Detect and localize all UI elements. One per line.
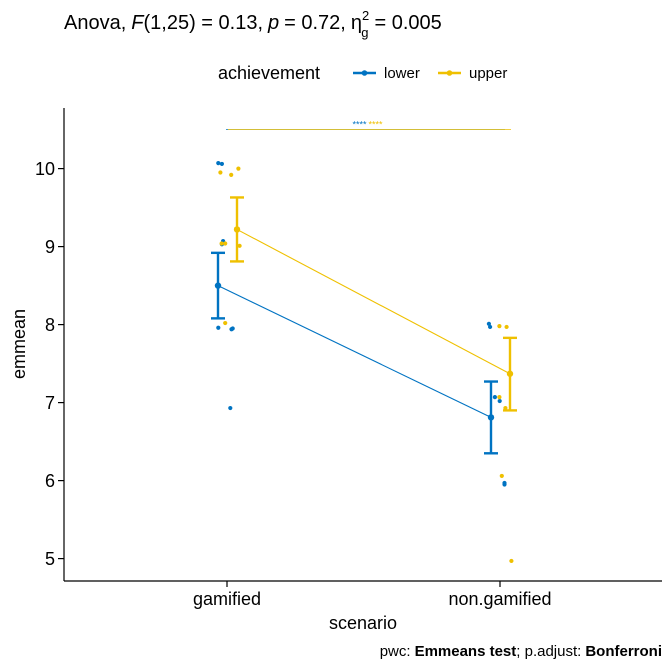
x-ticks: gamified non.gamified (193, 581, 552, 609)
significance-label-upper: **** (368, 120, 383, 130)
y-tick-label: 6 (45, 471, 55, 491)
x-axis-label: scenario (329, 613, 397, 633)
significance-label-lower: **** (352, 120, 367, 130)
legend-label-lower: lower (384, 65, 420, 82)
data-point-upper (504, 324, 509, 330)
chart-title: Anova, F(1,25) = 0.13, p = 0.72, η2 g = 0.005 (64, 8, 442, 40)
title-p-name: p (267, 12, 279, 34)
legend-item-upper: upper (438, 65, 507, 82)
data-point-upper (223, 241, 228, 246)
title-eta-sub: g (361, 25, 368, 40)
title-p-value: = 0.72, (284, 12, 346, 34)
legend: achievement lower upper (218, 63, 507, 83)
y-axis-label: emmean (9, 309, 29, 379)
data-point-lower (229, 327, 234, 332)
legend-point-lower (361, 70, 368, 76)
data-point-lower (216, 161, 221, 166)
data-point-lower (492, 395, 497, 400)
title-stat-df: (1,25) = 0.13, (143, 12, 263, 34)
data-point-upper (497, 324, 502, 329)
data-point-lower (216, 325, 221, 330)
data-point-lower (502, 482, 507, 487)
mean-point-upper (506, 370, 514, 377)
data-point-lower (228, 405, 233, 411)
legend-label-upper: upper (469, 65, 507, 82)
mean-line-upper (236, 228, 511, 375)
title-stat-name: F (131, 12, 145, 34)
y-ticks: 5 6 7 8 9 10 (35, 159, 64, 569)
data-point-upper (219, 241, 224, 246)
title-eta-name: η (351, 12, 362, 34)
legend-point-upper (446, 70, 453, 76)
data-point-upper (237, 243, 242, 248)
y-tick-label: 8 (45, 315, 55, 335)
title-eta-value: = 0.005 (374, 12, 441, 34)
data-point-lower (497, 398, 502, 404)
caption-pwc-method: Emmeans test (415, 643, 517, 660)
mean-point-upper (233, 226, 241, 233)
y-tick-label: 5 (45, 549, 55, 569)
data-point-upper (509, 558, 514, 564)
y-tick-label: 7 (45, 393, 55, 413)
data-point-lower (488, 324, 493, 330)
data-point-lower (219, 161, 224, 167)
legend-title: achievement (218, 63, 320, 83)
mean-point-lower (487, 414, 495, 421)
data-point-upper (229, 172, 234, 177)
mean-line-lower (217, 285, 492, 418)
data-point-upper (499, 473, 504, 479)
caption-adjust-label: ; p.adjust: (516, 643, 581, 660)
data-point-upper (497, 395, 502, 400)
plot-area: **** **** (211, 120, 517, 564)
caption-pwc-label: pwc: (380, 643, 411, 660)
caption: pwc: Emmeans test; p.adjust: Bonferroni (380, 643, 662, 660)
x-tick-label: gamified (193, 589, 261, 609)
y-tick-label: 10 (35, 159, 55, 179)
data-point-upper (503, 405, 508, 411)
legend-item-lower: lower (353, 65, 420, 82)
x-tick-label: non.gamified (448, 589, 551, 609)
title-eta-sup: 2 (362, 8, 369, 23)
data-point-upper (236, 166, 241, 171)
caption-adjust-method: Bonferroni (585, 643, 662, 660)
y-tick-label: 9 (45, 237, 55, 257)
mean-point-lower (214, 282, 222, 289)
title-prefix: Anova, (64, 12, 126, 34)
data-point-upper (223, 320, 228, 326)
data-point-upper (218, 170, 223, 175)
